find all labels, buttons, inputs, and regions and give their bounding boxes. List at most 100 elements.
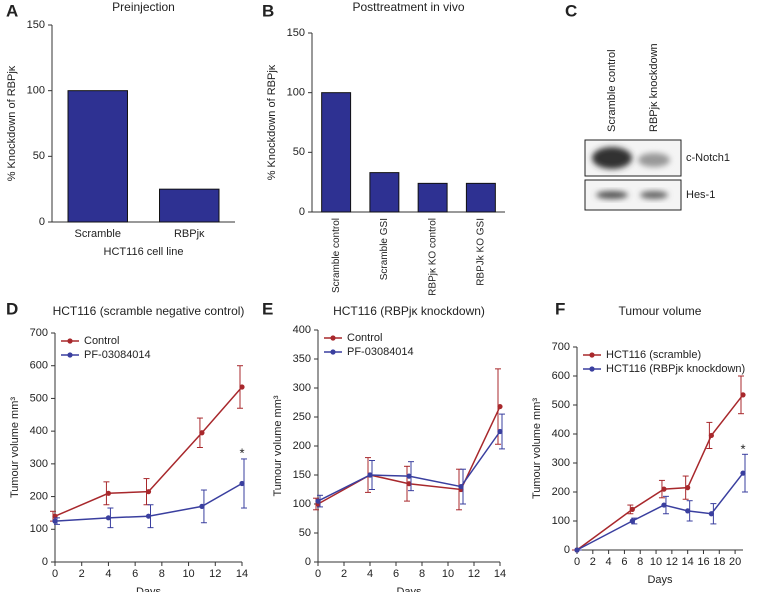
data-point [708, 511, 714, 517]
data-point [740, 392, 746, 398]
y-tick-label: 300 [30, 458, 48, 470]
y-tick-label: 500 [30, 392, 48, 404]
y-tick-label: 100 [30, 523, 48, 535]
panel-letter: D [6, 299, 18, 318]
y-tick-label: 150 [287, 27, 305, 39]
y-tick-label: 50 [33, 150, 45, 162]
data-point [239, 384, 245, 390]
data-point [661, 486, 667, 492]
series-line [54, 386, 243, 517]
chart-title: Posttreatment in vivo [352, 0, 464, 14]
data-point [497, 428, 503, 435]
data-point [685, 508, 691, 514]
x-tick-label: 6 [132, 568, 138, 580]
x-tick-label: 10 [442, 568, 454, 580]
y-tick-label: 250 [293, 411, 311, 423]
y-tick-label: 350 [293, 353, 311, 365]
x-tick-label: 16 [697, 556, 709, 568]
x-tick-label: 2 [341, 568, 347, 580]
data-point [629, 506, 635, 512]
x-tick-label: 12 [209, 568, 221, 580]
data-point [458, 484, 464, 490]
x-tick-label: 0 [52, 568, 58, 580]
x-tick-label: 2 [79, 568, 85, 580]
bar [159, 188, 220, 223]
panel-letter: F [555, 299, 565, 318]
x-tick-label: 20 [729, 556, 741, 568]
x-tick-label: 14 [494, 568, 506, 580]
bar [321, 92, 352, 213]
data-point [629, 518, 635, 524]
y-tick-label: 100 [287, 87, 305, 99]
data-point [367, 472, 373, 478]
x-tick-label: 4 [367, 568, 373, 580]
legend-label: HCT116 (scramble) [606, 349, 701, 361]
legend-marker [67, 352, 73, 358]
annotation: * [239, 445, 244, 460]
x-tick-label: 10 [182, 568, 194, 580]
x-tick-label: RBPjκ KO control [427, 218, 438, 296]
y-axis-label: % Knockdown of RBPjκ [266, 64, 278, 180]
x-tick-label: 14 [236, 568, 248, 580]
y-tick-label: 0 [305, 556, 311, 568]
y-tick-label: 0 [39, 216, 45, 228]
data-point [239, 480, 245, 487]
y-tick-label: 100 [27, 85, 45, 97]
x-tick-label: Scramble GSI [379, 218, 390, 280]
y-tick-label: 600 [30, 360, 48, 372]
y-tick-label: 200 [293, 440, 311, 452]
x-tick-label: 12 [468, 568, 480, 580]
x-axis-label: Days [647, 574, 673, 586]
x-tick-label: 8 [159, 568, 165, 580]
blot-band [592, 147, 632, 169]
data-point [406, 473, 412, 479]
x-axis-label: HCT116 cell line [104, 246, 184, 258]
y-tick-label: 300 [293, 382, 311, 394]
x-tick-label: 14 [682, 556, 694, 568]
legend-label: Control [347, 332, 382, 344]
data-point [497, 403, 503, 410]
data-point [105, 490, 112, 496]
bar [369, 172, 400, 213]
panel-letter: A [6, 1, 18, 20]
band-label: Hes-1 [686, 189, 715, 201]
y-tick-label: 700 [552, 341, 570, 353]
legend-label: PF-03084014 [347, 346, 414, 358]
blot-band [638, 153, 670, 167]
band-label: c-Notch1 [686, 152, 730, 164]
legend-marker [589, 366, 595, 372]
y-tick-label: 200 [552, 486, 570, 498]
bar [417, 182, 448, 213]
data-point [105, 515, 112, 521]
legend-marker [589, 352, 595, 358]
y-tick-label: 100 [552, 515, 570, 527]
data-point [145, 513, 152, 519]
panel-letter: C [565, 1, 577, 20]
y-tick-label: 150 [27, 19, 45, 31]
y-axis-label: Tumour volume mm³ [9, 397, 21, 498]
blot-band [640, 191, 668, 199]
series-line [317, 406, 501, 505]
chart-title: HCT116 (scramble negative control) [53, 304, 245, 318]
data-point [740, 470, 746, 476]
chart-title: Tumour volume [619, 304, 702, 318]
x-tick-label: 18 [713, 556, 725, 568]
x-axis-label: Days [136, 586, 162, 592]
y-axis-label: Tumour volume mm³ [272, 395, 284, 496]
data-point [661, 502, 667, 508]
y-tick-label: 100 [293, 498, 311, 510]
y-tick-label: 400 [30, 425, 48, 437]
panel-letter: E [262, 299, 273, 318]
y-tick-label: 600 [552, 370, 570, 382]
data-point [685, 485, 691, 491]
x-tick-label: 6 [621, 556, 627, 568]
series-line [576, 394, 744, 551]
x-tick-label: 8 [637, 556, 643, 568]
y-axis-label: Tumour volume mm³ [531, 398, 543, 499]
bar [465, 182, 496, 213]
x-tick-label: 4 [606, 556, 612, 568]
y-tick-label: 300 [552, 457, 570, 469]
x-tick-label: 8 [419, 568, 425, 580]
